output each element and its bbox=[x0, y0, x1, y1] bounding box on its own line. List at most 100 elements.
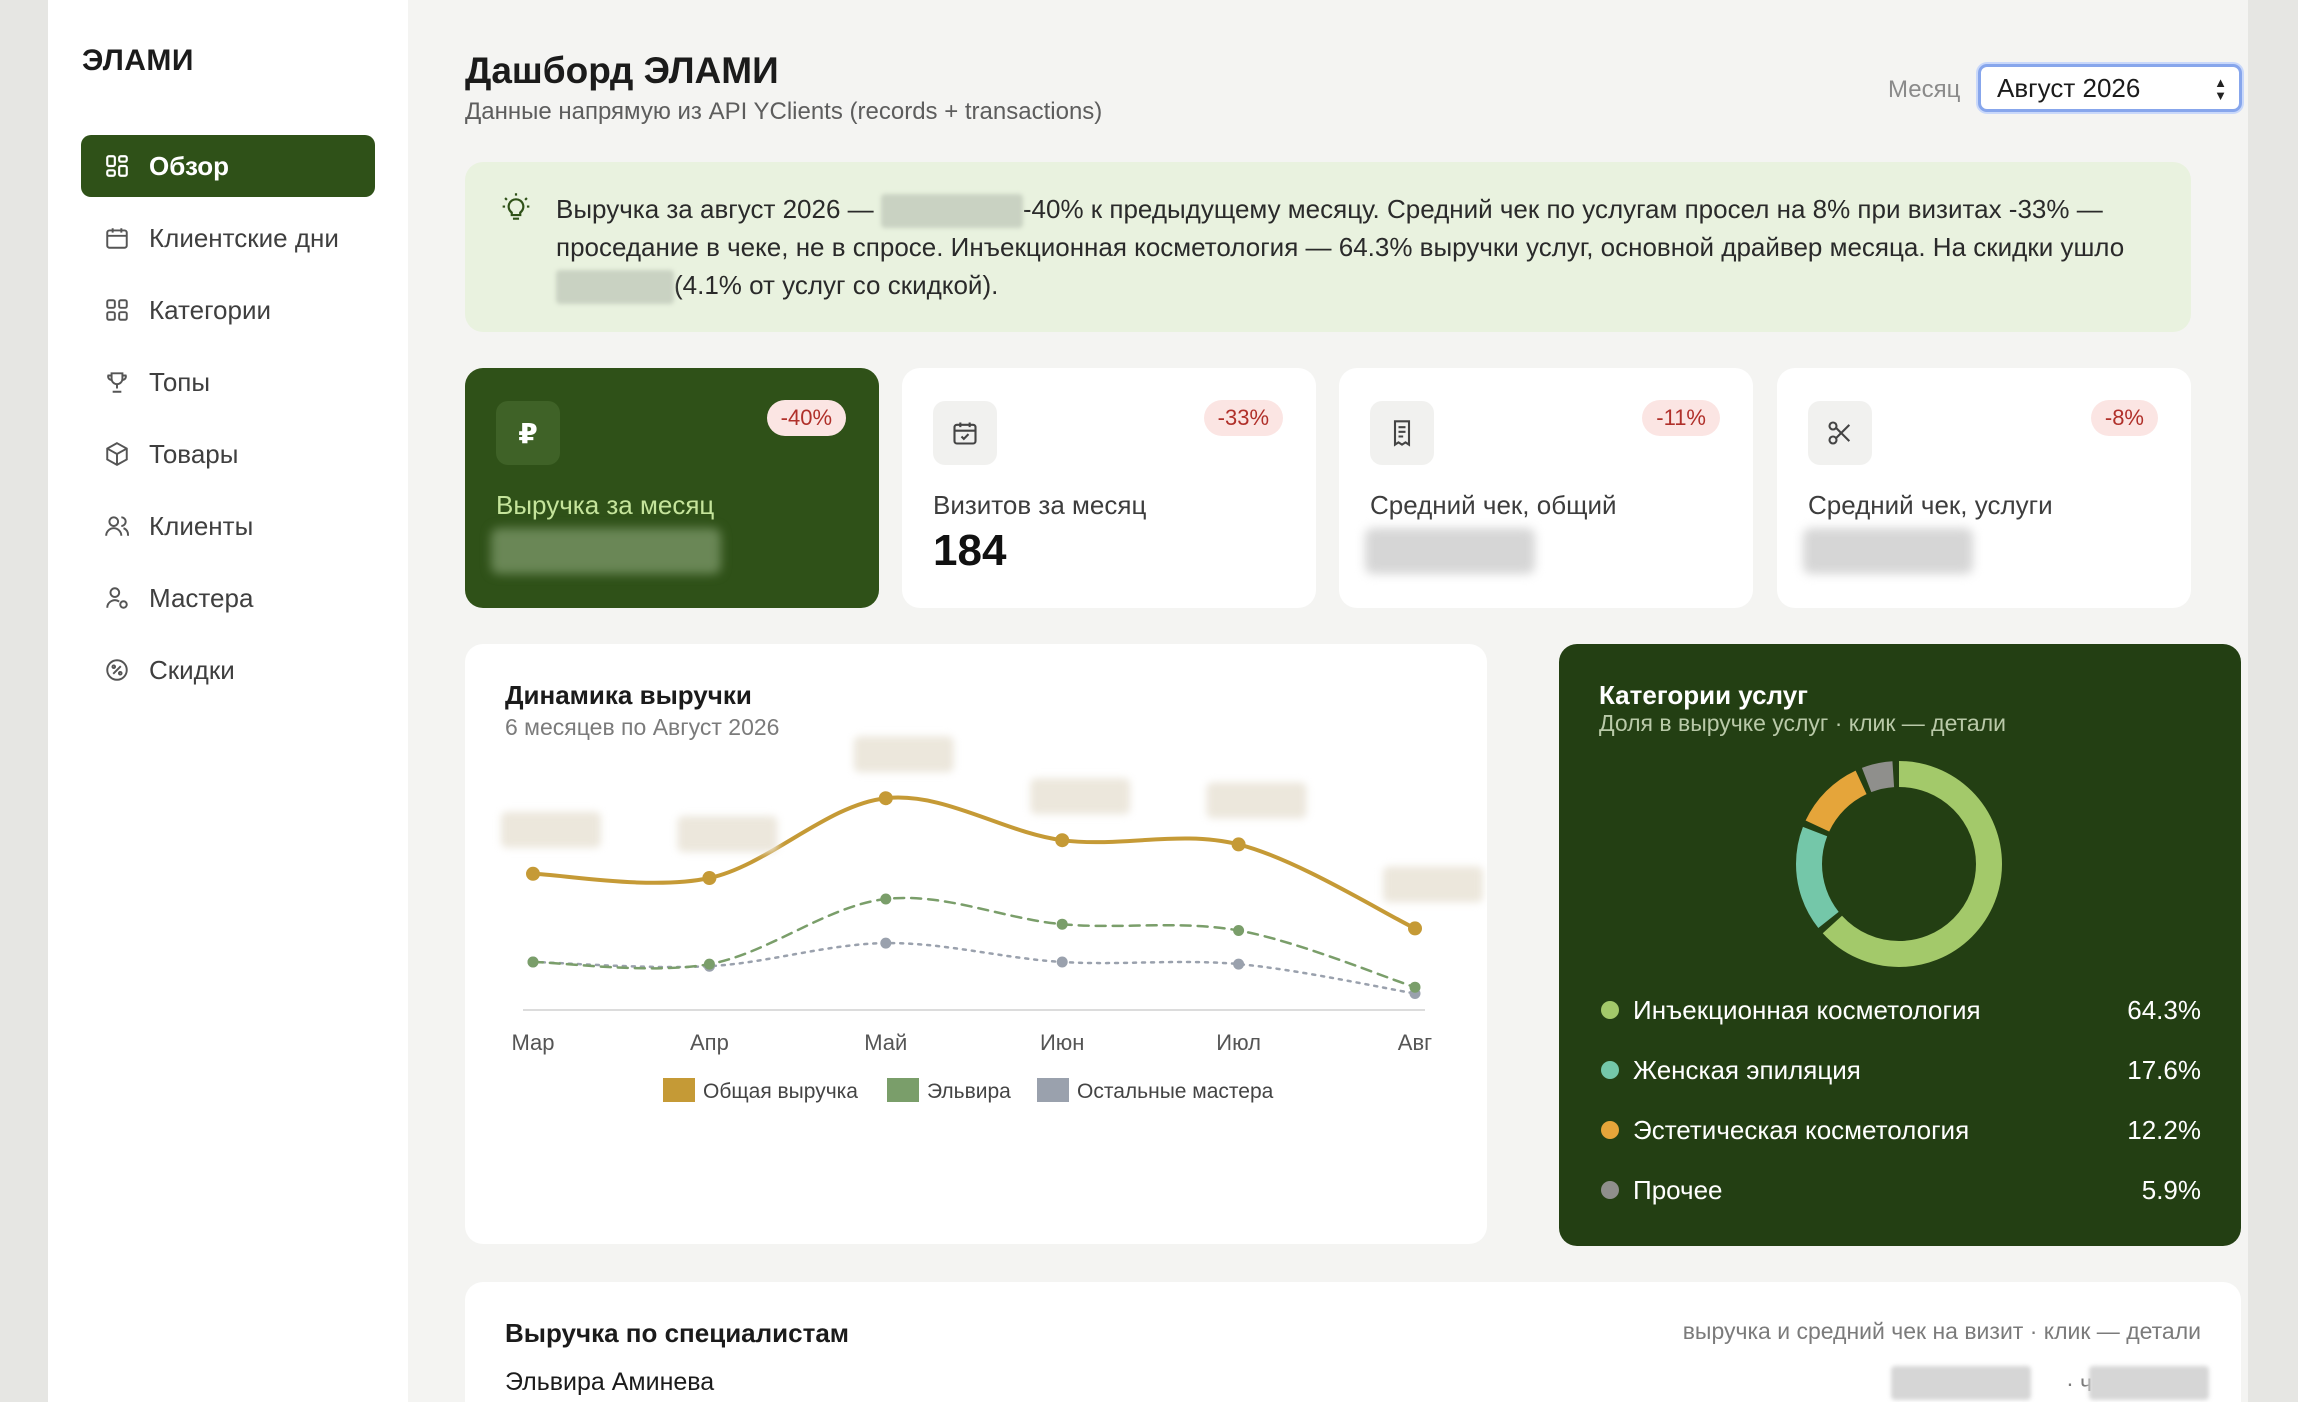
data-point[interactable] bbox=[527, 956, 539, 968]
data-point[interactable] bbox=[1233, 925, 1245, 936]
kpi-card-visits[interactable]: -33% Визитов за месяц 184 bbox=[902, 368, 1316, 608]
donut-slice-0[interactable] bbox=[1796, 761, 2002, 967]
sidebar-item-label: Категории bbox=[149, 294, 271, 325]
hidden-value-label bbox=[677, 816, 778, 852]
categories-subtitle: Доля в выручке услуг · клик — детали bbox=[1599, 710, 2006, 736]
legend-item[interactable]: Остальные мастера bbox=[1037, 1078, 1274, 1103]
data-point[interactable] bbox=[1231, 837, 1246, 852]
specialist-name[interactable]: Эльвира Аминева bbox=[505, 1368, 715, 1396]
categories-donut-chart[interactable] bbox=[1789, 754, 2009, 974]
category-pct: 64.3% bbox=[2127, 994, 2201, 1025]
kpi-label: Визитов за месяц bbox=[933, 490, 1147, 520]
sidebar-item-discounts[interactable]: Скидки bbox=[81, 639, 375, 701]
users-icon bbox=[103, 512, 131, 540]
box-icon bbox=[103, 440, 131, 468]
chart-subtitle: 6 месяцев по Август 2026 bbox=[505, 714, 780, 740]
hidden-value-label bbox=[853, 736, 954, 773]
series-line-1 bbox=[531, 896, 1417, 989]
grid-icon bbox=[103, 152, 131, 180]
scissors-icon bbox=[1808, 401, 1872, 465]
sidebar-item-overview[interactable]: Обзор bbox=[81, 135, 375, 197]
calendar-icon bbox=[103, 224, 131, 252]
series-line-2 bbox=[531, 941, 1417, 995]
hidden-value bbox=[1365, 528, 1535, 574]
sidebar-item-label: Обзор bbox=[149, 150, 229, 181]
month-label: Месяц bbox=[1888, 76, 1961, 103]
category-row-aesthetic[interactable]: Эстетическая косметология 12.2% bbox=[1601, 1110, 2201, 1150]
category-pct: 12.2% bbox=[2127, 1114, 2201, 1145]
month-select-value: Август 2026 bbox=[1997, 72, 2141, 103]
sidebar-item-products[interactable]: Товары bbox=[81, 423, 375, 485]
x-tick-label: Май bbox=[864, 1030, 907, 1055]
data-point[interactable] bbox=[702, 871, 717, 885]
category-row-epilation[interactable]: Женская эпиляция 17.6% bbox=[1601, 1050, 2201, 1090]
data-point[interactable] bbox=[703, 958, 715, 970]
series-line-0 bbox=[531, 795, 1417, 931]
legend-dot bbox=[1601, 1181, 1619, 1199]
sidebar-item-masters[interactable]: Мастера bbox=[81, 567, 375, 629]
data-point[interactable] bbox=[878, 791, 893, 806]
sidebar-item-categories[interactable]: Категории bbox=[81, 279, 375, 341]
hidden-value bbox=[2089, 1366, 2209, 1400]
page-title: Дашборд ЭЛАМИ bbox=[465, 50, 779, 91]
legend-swatch bbox=[887, 1078, 919, 1102]
page-subtitle: Данные напрямую из API YClients (records… bbox=[465, 98, 1103, 125]
category-name: Женская эпиляция bbox=[1633, 1054, 1861, 1085]
ruble-icon: ₽ bbox=[496, 401, 560, 465]
data-point[interactable] bbox=[526, 866, 540, 881]
legend-swatch bbox=[1037, 1078, 1069, 1102]
hidden-value bbox=[491, 528, 721, 574]
sidebar-item-client-days[interactable]: Клиентские дни bbox=[81, 207, 375, 269]
donut-slice-1[interactable] bbox=[1796, 761, 2002, 967]
category-row-injection[interactable]: Инъекционная косметология 64.3% bbox=[1601, 990, 2201, 1030]
data-point[interactable] bbox=[1055, 833, 1070, 848]
data-point[interactable] bbox=[1408, 921, 1422, 936]
status-badge: -40% bbox=[766, 400, 846, 436]
category-pct: 17.6% bbox=[2127, 1054, 2201, 1085]
legend-dot bbox=[1601, 1121, 1619, 1139]
category-name: Прочее bbox=[1633, 1174, 1723, 1205]
legend-item[interactable]: Эльвира bbox=[887, 1078, 1011, 1103]
legend-dot bbox=[1601, 1061, 1619, 1079]
x-tick-label: Авг bbox=[1398, 1030, 1432, 1055]
legend-dot bbox=[1601, 1001, 1619, 1019]
data-point[interactable] bbox=[1056, 956, 1068, 968]
percent-icon bbox=[103, 656, 131, 684]
data-point[interactable] bbox=[1409, 981, 1421, 993]
hidden-value-label bbox=[1030, 778, 1131, 815]
insight-text-2: -40% к предыдущему месяцу. Средний чек п… bbox=[556, 194, 2125, 263]
category-name: Эстетическая косметология bbox=[1633, 1114, 1970, 1145]
app-window: ЭЛАМИ Обзор Клиентские дни Категории bbox=[48, 0, 2248, 1402]
revenue-chart-card: Динамика выручки 6 месяцев по Август 202… bbox=[465, 644, 1487, 1244]
data-point[interactable] bbox=[1056, 918, 1068, 930]
month-select[interactable]: Август 2026 ▲ ▼ bbox=[1978, 64, 2242, 112]
sidebar-item-label: Клиенты bbox=[149, 510, 254, 541]
hidden-value bbox=[880, 194, 1023, 229]
insight-text-3: (4.1% от услуг со скидкой). bbox=[674, 270, 999, 301]
data-point[interactable] bbox=[880, 937, 892, 949]
category-row-other[interactable]: Прочее 5.9% bbox=[1601, 1170, 2201, 1210]
sidebar-item-tops[interactable]: Топы bbox=[81, 351, 375, 413]
sidebar-item-label: Скидки bbox=[149, 654, 235, 685]
legend-swatch bbox=[663, 1078, 695, 1102]
specialists-title: Выручка по специалистам bbox=[505, 1318, 850, 1348]
sidebar: ЭЛАМИ Обзор Клиентские дни Категории bbox=[48, 0, 408, 1402]
legend-item[interactable]: Общая выручка bbox=[663, 1078, 858, 1103]
x-tick-label: Июл bbox=[1216, 1030, 1261, 1055]
kpi-card-revenue[interactable]: ₽ -40% Выручка за месяц bbox=[465, 368, 879, 608]
hidden-value bbox=[1891, 1366, 2031, 1400]
categories-card: Категории услуг Доля в выручке услуг · к… bbox=[1559, 644, 2241, 1246]
kpi-label: Выручка за месяц bbox=[496, 490, 715, 520]
sidebar-item-clients[interactable]: Клиенты bbox=[81, 495, 375, 557]
category-name: Инъекционная косметология bbox=[1633, 994, 1981, 1025]
kpi-card-avg-check[interactable]: -11% Средний чек, общий bbox=[1339, 368, 1753, 608]
status-badge: -8% bbox=[2090, 400, 2158, 436]
data-point[interactable] bbox=[1233, 958, 1245, 970]
chart-title: Динамика выручки bbox=[505, 680, 752, 710]
kpi-card-avg-check-services[interactable]: -8% Средний чек, услуги bbox=[1777, 368, 2191, 608]
sidebar-nav: Обзор Клиентские дни Категории Топы bbox=[81, 135, 375, 711]
data-point[interactable] bbox=[880, 893, 892, 905]
revenue-line-chart: Мар Апр Май Июн Июл Авг Общая выручка Эльвира Ос… bbox=[501, 736, 1483, 1103]
grid-icon bbox=[103, 296, 131, 324]
sidebar-item-label: Клиентские дни bbox=[149, 222, 339, 253]
